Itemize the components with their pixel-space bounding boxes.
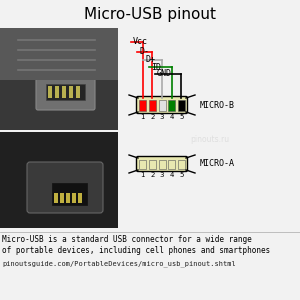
- Bar: [55, 86, 59, 98]
- Bar: [0, 28, 118, 130]
- Text: pinoutsguide.com/PortableDevices/micro_usb_pinout.shtml: pinoutsguide.com/PortableDevices/micro_u…: [2, 260, 236, 267]
- Bar: [0, 132, 118, 228]
- Text: 4: 4: [169, 114, 174, 120]
- FancyBboxPatch shape: [136, 157, 188, 172]
- Text: D-: D-: [139, 47, 149, 56]
- Text: ID: ID: [151, 62, 161, 71]
- Bar: [54, 193, 58, 203]
- FancyBboxPatch shape: [36, 76, 95, 110]
- Text: Vcc: Vcc: [133, 38, 148, 46]
- Bar: [139, 100, 146, 110]
- Bar: [72, 193, 76, 203]
- Bar: [52, 183, 87, 205]
- Text: 2: 2: [150, 172, 155, 178]
- Bar: [76, 86, 80, 98]
- Bar: [46, 84, 85, 100]
- Text: D+: D+: [145, 56, 155, 64]
- Text: 5: 5: [179, 114, 183, 120]
- Text: 3: 3: [160, 172, 164, 178]
- Text: 1: 1: [141, 114, 145, 120]
- Bar: [139, 160, 146, 169]
- Text: Micro-USB is a standard USB connector for a wide range: Micro-USB is a standard USB connector fo…: [2, 235, 252, 244]
- FancyBboxPatch shape: [136, 97, 188, 113]
- Text: 2: 2: [150, 114, 155, 120]
- Text: 3: 3: [160, 114, 164, 120]
- Bar: [158, 100, 166, 110]
- Bar: [48, 86, 52, 98]
- Bar: [62, 86, 66, 98]
- Text: Micro-USB pinout: Micro-USB pinout: [84, 7, 216, 22]
- Bar: [78, 193, 82, 203]
- Text: 4: 4: [169, 172, 174, 178]
- Bar: [178, 100, 185, 110]
- Text: 1: 1: [141, 172, 145, 178]
- FancyBboxPatch shape: [27, 162, 103, 213]
- Bar: [60, 193, 64, 203]
- Bar: [149, 100, 156, 110]
- Bar: [69, 86, 73, 98]
- Text: pinouts.ru: pinouts.ru: [190, 136, 230, 145]
- Bar: [158, 160, 166, 169]
- Bar: [149, 160, 156, 169]
- Text: MICRO-A: MICRO-A: [200, 160, 235, 169]
- Bar: [66, 193, 70, 203]
- Text: GND: GND: [157, 70, 172, 79]
- Text: 5: 5: [179, 172, 183, 178]
- Text: MICRO-B: MICRO-B: [200, 100, 235, 109]
- Bar: [178, 160, 185, 169]
- Text: of portable devices, including cell phones and smartphones: of portable devices, including cell phon…: [2, 246, 270, 255]
- Bar: [168, 100, 175, 110]
- Bar: [168, 160, 175, 169]
- Bar: [0, 28, 118, 80]
